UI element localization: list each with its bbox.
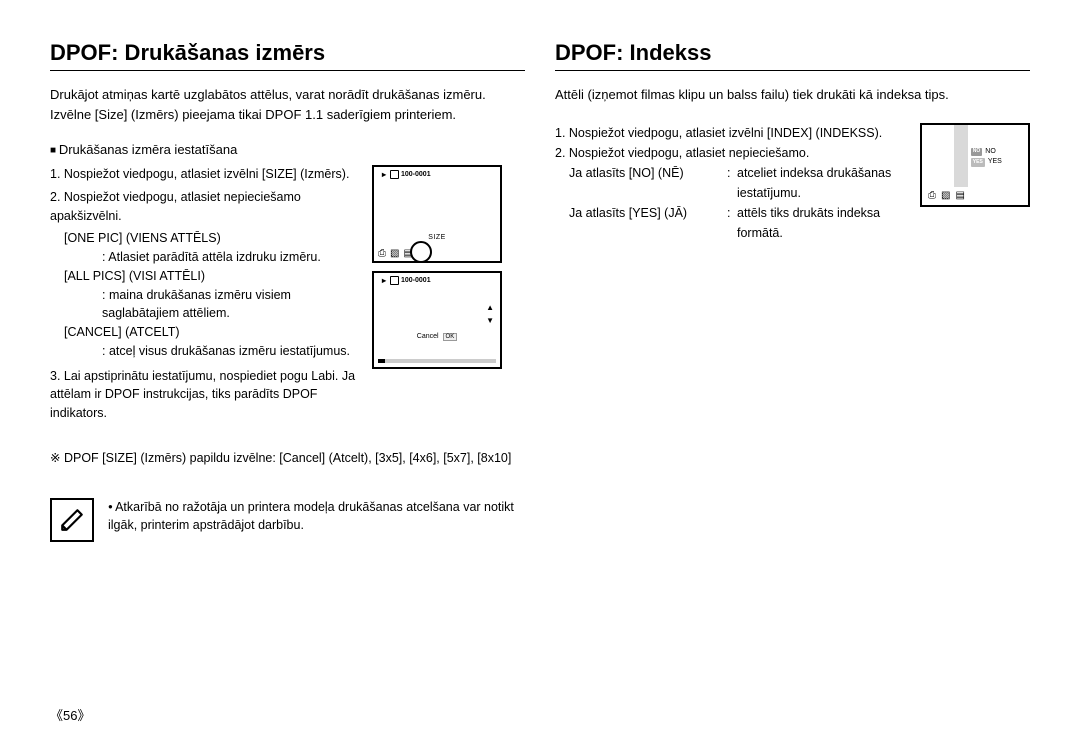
section-title-right: DPOF: Indekss: [555, 40, 1030, 71]
right-body: 1. Nospiežot viedpogu, atlasiet izvēlni …: [555, 123, 1030, 243]
r-step-2: 2. Nospiežot viedpogu, atlasiet nepiecie…: [555, 143, 908, 163]
lcd-cancel-text: Cancel: [417, 333, 439, 340]
lcd-index: NO NO YES YES ⎙ ▧ ▤: [920, 123, 1030, 207]
no-text: NO: [985, 147, 996, 158]
option-allpics-label: [ALL PICS] (VISI ATTĒLI): [50, 267, 360, 286]
lcd-topbar: ▸ 100-0001: [380, 170, 494, 179]
sub-heading: Drukāšanas izmēra iestatīšana: [50, 142, 525, 157]
r-no-row: Ja atlasīts [NO] (NĒ) : atceliet indeksa…: [555, 163, 908, 203]
option-allpics-desc: : maina drukāšanas izmēru visiem saglabā…: [50, 286, 360, 324]
right-text-block: 1. Nospiežot viedpogu, atlasiet izvēlni …: [555, 123, 908, 243]
option-cancel-desc: : atceļ visus drukāšanas izmēru iestatīj…: [50, 342, 360, 361]
play-icon: ▸: [380, 277, 388, 285]
picture-icon: ▧: [390, 248, 399, 259]
r-yes-label: Ja atlasīts [YES] (JĀ): [555, 203, 727, 243]
lcd-slider: [378, 359, 496, 363]
r-no-desc: atceliet indeksa drukāšanas iestatījumu.: [737, 163, 908, 203]
intro-left: Drukājot atmiņas kartē uzglabātos attēlu…: [50, 85, 525, 124]
info-box: Atkarībā no ražotāja un printera modeļa …: [50, 498, 525, 542]
lcd-menu-no: NO NO: [971, 147, 1002, 158]
step-2: 2. Nospiežot viedpogu, atlasiet nepiecie…: [50, 188, 360, 226]
intro-right: Attēli (izņemot filmas klipu un balss fa…: [555, 85, 1030, 105]
r-yes-desc: attēls tiks drukāts indeksa formātā.: [737, 203, 908, 243]
manual-page: DPOF: Drukāšanas izmērs Drukājot atmiņas…: [0, 0, 1080, 746]
yes-tag: YES: [971, 158, 985, 167]
r-no-label: Ja atlasīts [NO] (NĒ): [555, 163, 727, 203]
folder-icon: [390, 276, 399, 285]
lcd-menu-yes: YES YES: [971, 157, 1002, 168]
left-body: 1. Nospiežot viedpogu, atlasiet izvēlni …: [50, 165, 525, 427]
lcd-arrows: ▲ ▼: [486, 303, 494, 325]
no-tag: NO: [971, 148, 983, 157]
size-note: DPOF [SIZE] (Izmērs) papildu izvēlne: [C…: [50, 449, 525, 468]
info-text: Atkarībā no ražotāja un printera modeļa …: [108, 498, 525, 536]
lcd-size-preview: ▸ 100-0001 SIZE ⎙ ▧ ▤: [372, 165, 502, 263]
print-icon: ⎙: [928, 188, 936, 204]
section-title-left: DPOF: Drukāšanas izmērs: [50, 40, 525, 71]
pencil-note-icon: [59, 507, 85, 533]
page-number: 《56》: [50, 705, 90, 724]
instruction-text: 1. Nospiežot viedpogu, atlasiet izvēlni …: [50, 165, 360, 427]
option-onepic-label: [ONE PIC] (VIENS ATTĒLS): [50, 229, 360, 248]
two-column-layout: DPOF: Drukāšanas izmērs Drukājot atmiņas…: [50, 40, 1030, 542]
lcd-fade-strip: [954, 125, 968, 187]
step-1: 1. Nospiežot viedpogu, atlasiet izvēlni …: [50, 165, 360, 184]
lcd3-bottom: ⎙ ▧ ▤: [922, 187, 1028, 205]
info-bullet: Atkarībā no ražotāja un printera modeļa …: [108, 498, 525, 536]
step-3: 3. Lai apstiprinātu iestatījumu, nospied…: [50, 367, 360, 423]
option-onepic-desc: : Atlasiet parādītā attēla izdruku izmēr…: [50, 248, 360, 267]
lcd-bottombar: ⎙ ▧ ▤: [374, 245, 500, 261]
folder-icon: [390, 170, 399, 179]
list-icon: ▤: [955, 188, 964, 204]
lcd-ok-badge: OK: [443, 333, 458, 341]
picture-icon: ▧: [941, 188, 950, 204]
r-step-1: 1. Nospiežot viedpogu, atlasiet izvēlni …: [555, 123, 908, 143]
arrow-down-icon: ▼: [486, 316, 494, 325]
lcd-cancel-row: Cancel OK: [374, 333, 500, 341]
option-cancel-label: [CANCEL] (ATCELT): [50, 323, 360, 342]
lcd-size-select: ▸ 100-0001 ▲ ▼ Cancel OK: [372, 271, 502, 369]
r-no-colon: :: [727, 163, 737, 203]
bottombar-icons: ⎙ ▧ ▤: [378, 248, 413, 259]
lcd-stack: ▸ 100-0001 SIZE ⎙ ▧ ▤: [372, 165, 502, 369]
lcd-size-label: SIZE: [374, 234, 500, 241]
right-column: DPOF: Indekss Attēli (izņemot filmas kli…: [555, 40, 1030, 542]
play-icon: ▸: [380, 171, 388, 179]
r-yes-colon: :: [727, 203, 737, 243]
note-icon: [50, 498, 94, 542]
file-number-2: 100-0001: [401, 277, 431, 284]
arrow-up-icon: ▲: [486, 303, 494, 312]
lcd-index-menu: NO NO YES YES: [971, 147, 1002, 168]
print-icon: ⎙: [378, 248, 386, 259]
lcd-topbar-2: ▸ 100-0001: [380, 276, 494, 285]
yes-text: YES: [988, 157, 1002, 168]
highlight-ring: [410, 241, 432, 263]
r-yes-row: Ja atlasīts [YES] (JĀ) : attēls tiks dru…: [555, 203, 908, 243]
file-number: 100-0001: [401, 171, 431, 178]
left-column: DPOF: Drukāšanas izmērs Drukājot atmiņas…: [50, 40, 525, 542]
